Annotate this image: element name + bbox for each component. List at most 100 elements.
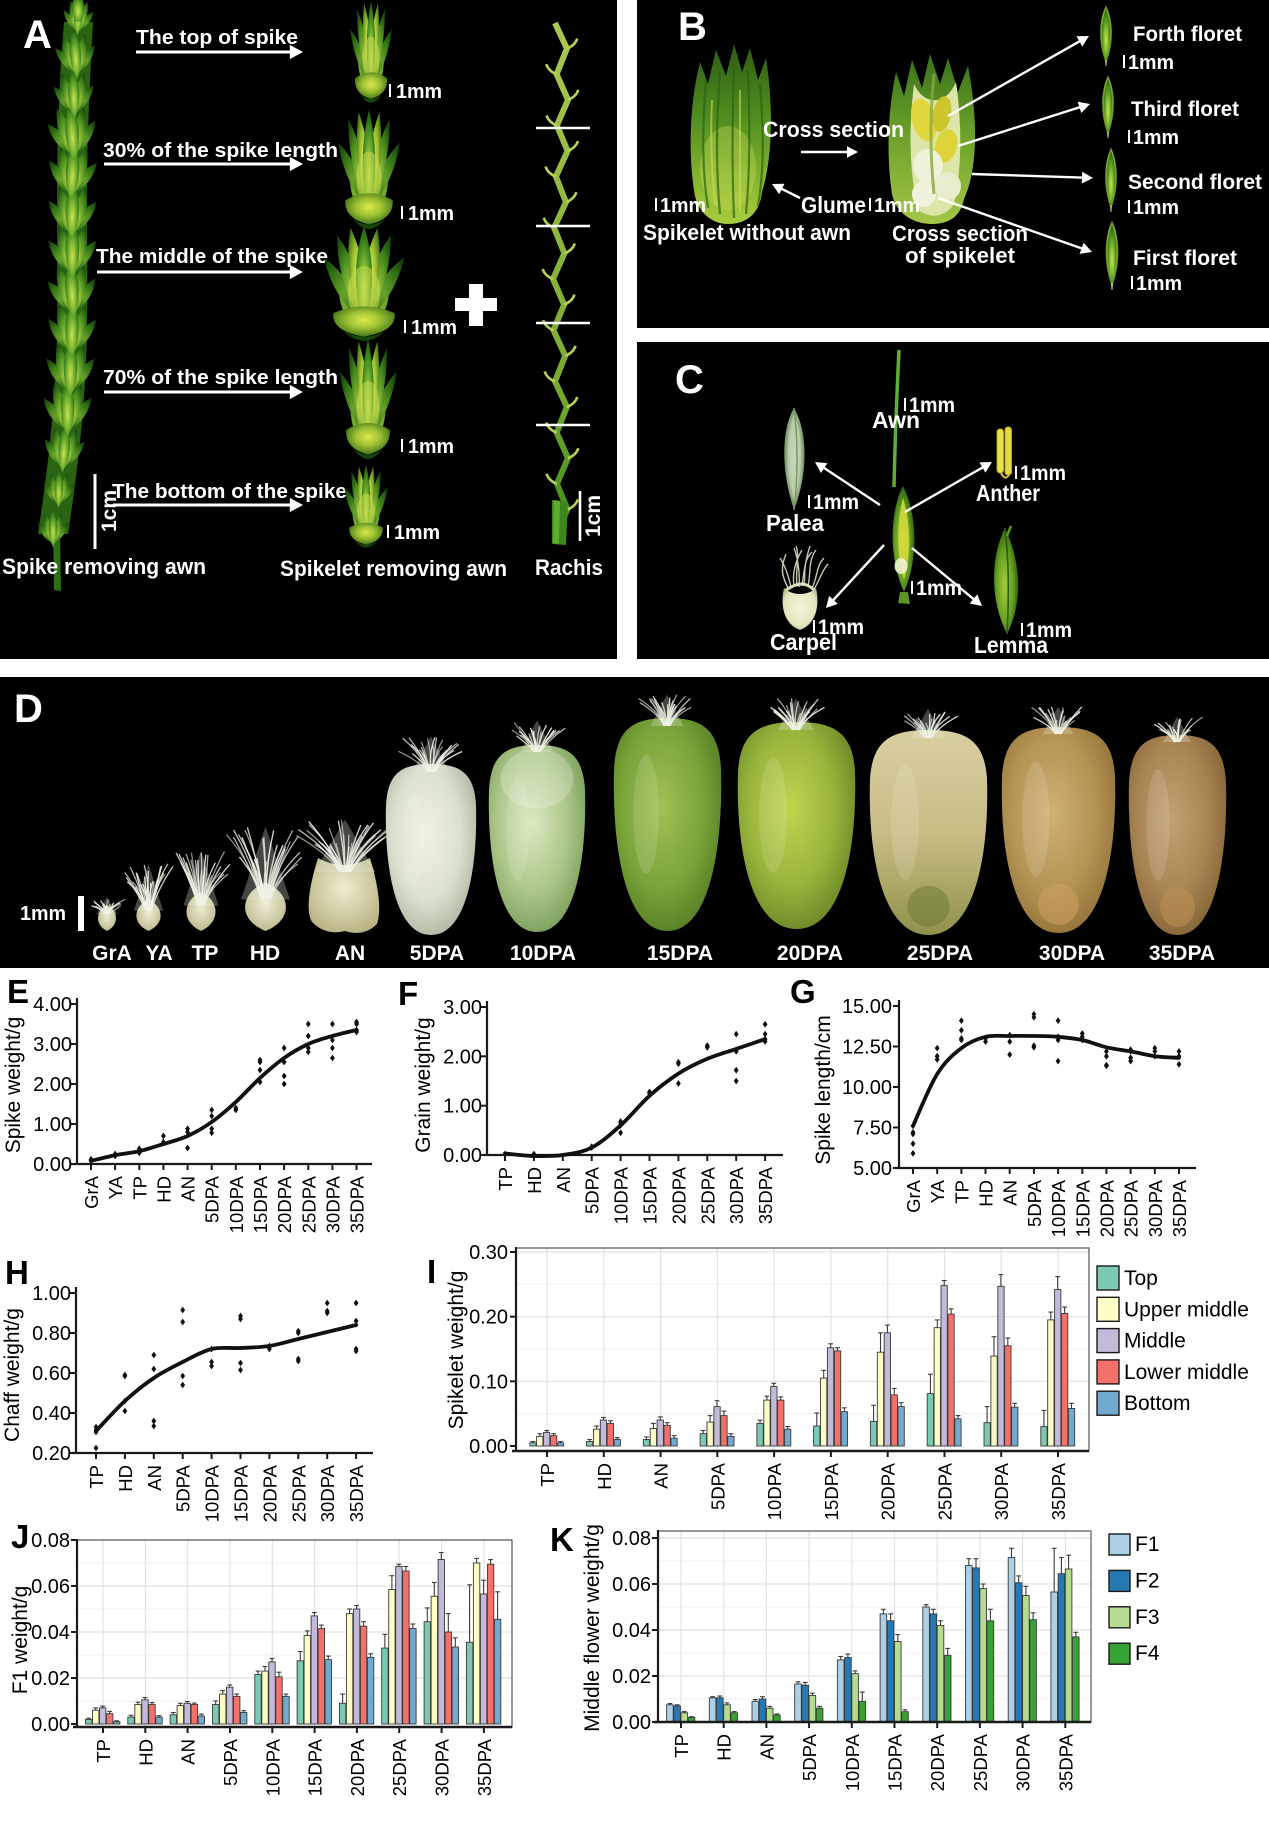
svg-text:TP: TP [129,1176,150,1200]
svg-text:5DPA: 5DPA [1024,1179,1045,1227]
svg-text:15DPA: 15DPA [885,1733,906,1791]
svg-text:5DPA: 5DPA [220,1738,241,1786]
svg-text:1mm: 1mm [660,195,706,217]
svg-text:GrA: GrA [81,1175,102,1209]
svg-text:YA: YA [145,942,172,965]
svg-text:25DPA: 25DPA [389,1738,410,1796]
svg-text:15DPA: 15DPA [647,942,713,965]
svg-text:2.00: 2.00 [443,1046,482,1068]
svg-text:AN: AN [1000,1180,1021,1206]
svg-text:AN: AN [335,942,365,965]
svg-text:1mm: 1mm [1026,619,1072,642]
svg-text:20DPA: 20DPA [777,942,843,965]
svg-text:0.06: 0.06 [31,1576,70,1598]
svg-text:1mm: 1mm [909,394,955,417]
svg-text:K: K [550,1521,574,1558]
svg-text:B: B [678,5,707,49]
svg-text:30DPA: 30DPA [317,1464,338,1522]
svg-text:Awn: Awn [872,407,920,433]
svg-text:0.00: 0.00 [31,1714,70,1736]
svg-text:Forth floret: Forth floret [1133,23,1242,46]
svg-text:1cm: 1cm [98,490,121,532]
svg-text:F4: F4 [1135,1642,1160,1665]
svg-text:1mm: 1mm [916,577,962,600]
svg-text:A: A [23,13,52,57]
svg-text:TP: TP [86,1465,107,1489]
svg-text:HD: HD [250,942,280,965]
svg-text:TP: TP [671,1734,692,1758]
svg-text:H: H [5,1254,29,1291]
svg-text:10DPA: 10DPA [842,1733,863,1791]
svg-text:1mm: 1mm [813,491,859,514]
svg-text:1mm: 1mm [1133,197,1179,219]
svg-text:35DPA: 35DPA [347,1175,368,1233]
svg-text:15.00: 15.00 [842,996,892,1018]
svg-text:1mm: 1mm [408,436,454,458]
svg-text:Glume: Glume [801,192,866,218]
svg-text:0.80: 0.80 [32,1323,71,1345]
svg-text:1mm: 1mm [818,616,864,639]
svg-text:0.00: 0.00 [33,1154,72,1176]
svg-text:0.40: 0.40 [32,1403,71,1425]
svg-text:20DPA: 20DPA [878,1462,899,1520]
svg-text:10DPA: 10DPA [611,1166,632,1224]
svg-text:Cross section: Cross section [892,221,1028,246]
svg-text:Middle flower weight/g: Middle flower weight/g [581,1524,604,1732]
svg-text:30DPA: 30DPA [432,1738,453,1796]
svg-text:25DPA: 25DPA [970,1733,991,1791]
svg-text:HD: HD [594,1463,615,1490]
svg-text:15DPA: 15DPA [640,1166,661,1224]
svg-text:Spike length/cm: Spike length/cm [812,1015,835,1164]
svg-text:30DPA: 30DPA [322,1175,343,1233]
svg-text:0.04: 0.04 [612,1620,651,1642]
svg-text:10DPA: 10DPA [202,1464,223,1522]
svg-text:0.08: 0.08 [612,1528,651,1550]
svg-text:30DPA: 30DPA [726,1166,747,1224]
svg-text:1mm: 1mm [396,81,442,103]
svg-text:The bottom of the spike: The bottom of the spike [112,481,347,503]
svg-text:Grain weight/g: Grain weight/g [412,1017,435,1152]
svg-text:AN: AN [178,1176,199,1202]
svg-text:Rachis: Rachis [535,555,603,580]
svg-text:20DPA: 20DPA [927,1733,948,1791]
svg-text:Spike weight/g: Spike weight/g [2,1017,25,1154]
svg-text:20DPA: 20DPA [668,1166,689,1224]
svg-text:0.02: 0.02 [31,1668,70,1690]
svg-text:Spikelet removing awn: Spikelet removing awn [280,556,507,581]
svg-text:2.00: 2.00 [33,1074,72,1096]
svg-text:1.00: 1.00 [32,1283,71,1305]
svg-text:HD: HD [135,1739,156,1766]
svg-text:1mm: 1mm [411,317,457,339]
svg-text:5DPA: 5DPA [410,942,464,965]
svg-text:Cross section: Cross section [763,117,904,142]
svg-text:0.20: 0.20 [469,1307,508,1329]
svg-text:AN: AN [144,1465,165,1491]
svg-text:35DPA: 35DPA [1149,942,1215,965]
svg-text:HD: HD [115,1465,136,1492]
svg-text:0.04: 0.04 [31,1622,70,1644]
svg-text:35DPA: 35DPA [1169,1179,1190,1237]
svg-text:Spikelet weight/g: Spikelet weight/g [445,1271,468,1430]
svg-text:20DPA: 20DPA [347,1738,368,1796]
svg-text:0.60: 0.60 [32,1363,71,1385]
svg-text:5DPA: 5DPA [799,1733,820,1781]
svg-text:35DPA: 35DPA [1055,1733,1076,1791]
svg-text:AN: AN [651,1463,672,1489]
svg-text:35DPA: 35DPA [1048,1462,1069,1520]
svg-text:Spike removing awn: Spike removing awn [2,554,206,579]
svg-text:Carpel: Carpel [770,629,837,655]
svg-text:1mm: 1mm [874,195,920,217]
svg-text:5.00: 5.00 [853,1158,892,1180]
svg-text:The middle of the spike: The middle of the spike [96,246,328,268]
svg-text:0.06: 0.06 [612,1574,651,1596]
svg-text:30DPA: 30DPA [991,1462,1012,1520]
svg-text:I: I [427,1253,436,1290]
svg-text:35DPA: 35DPA [346,1464,367,1522]
svg-text:TP: TP [495,1167,516,1191]
svg-text:Third floret: Third floret [1131,98,1239,121]
svg-text:25DPA: 25DPA [1121,1179,1142,1237]
svg-text:0.02: 0.02 [612,1666,651,1688]
svg-text:1mm: 1mm [1136,273,1182,295]
svg-text:Bottom: Bottom [1124,1392,1191,1415]
svg-text:30DPA: 30DPA [1145,1179,1166,1237]
